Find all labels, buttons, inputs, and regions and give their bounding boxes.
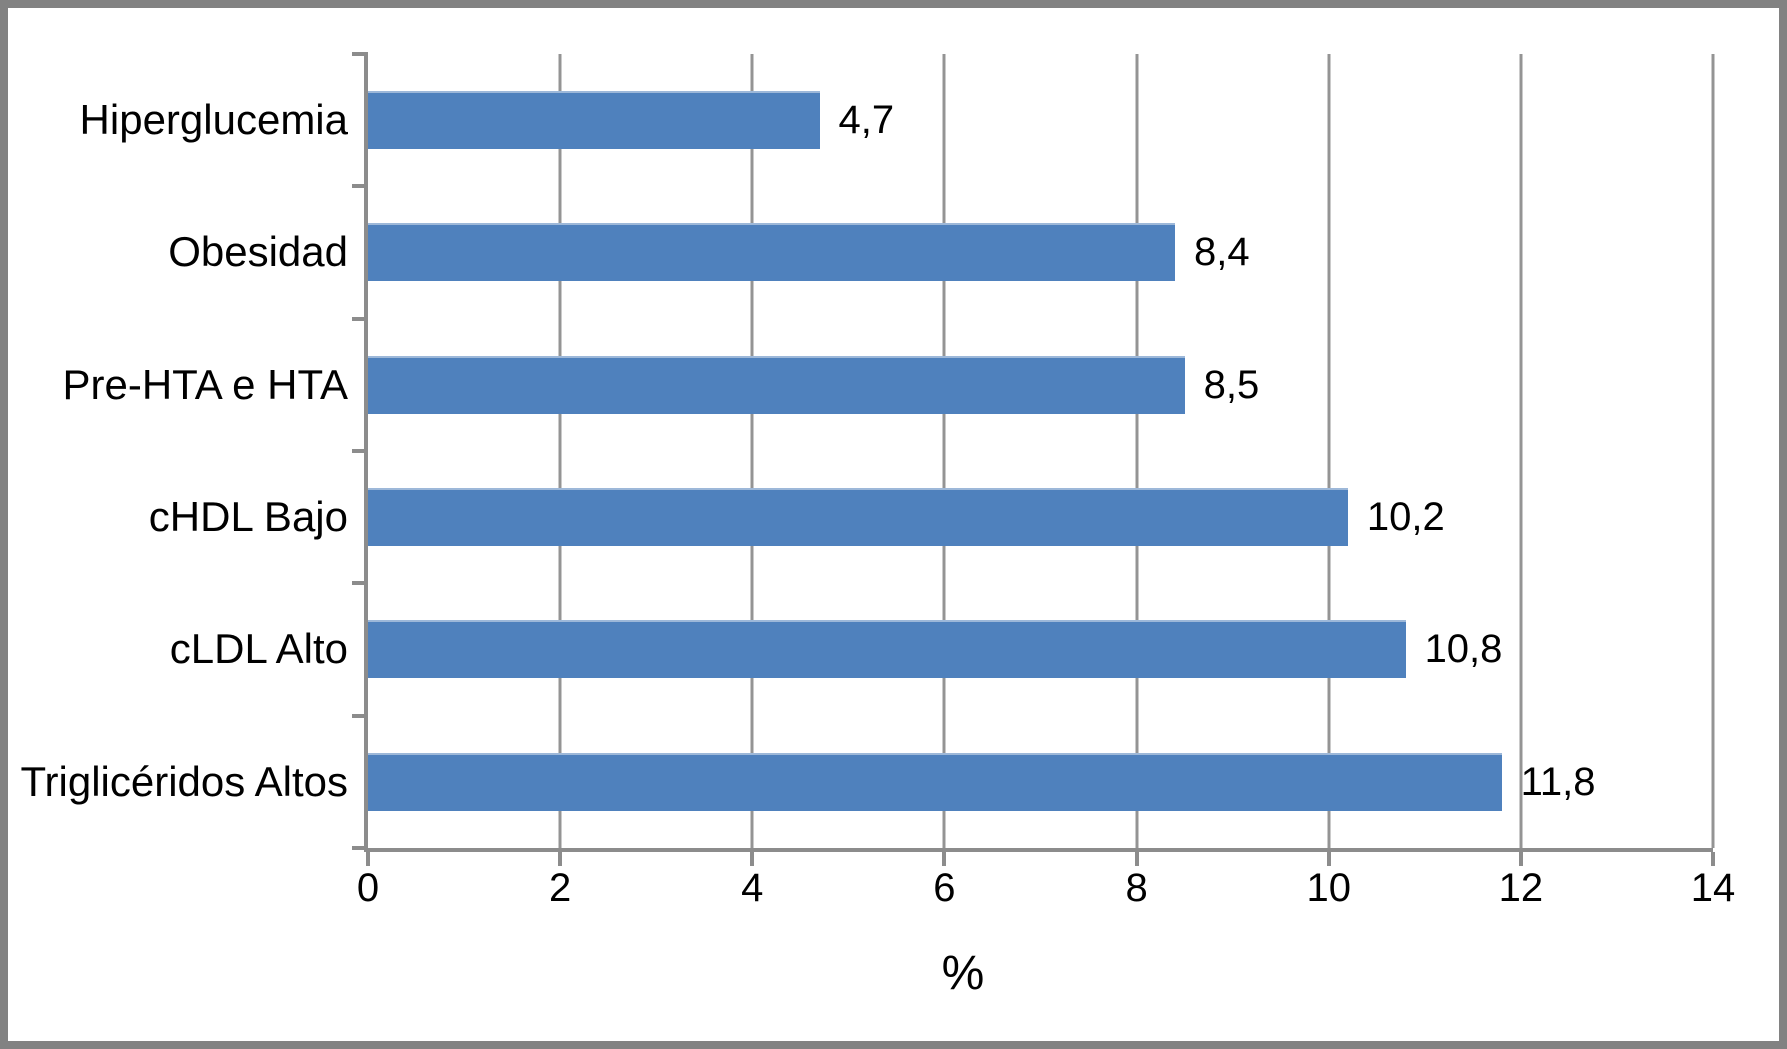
bar-rows: 4,7 8,4 8,5 10,2 10,8 11,8 (368, 54, 1713, 848)
gridline-8 (1135, 54, 1139, 848)
bar-value-label: 8,5 (1203, 362, 1260, 407)
bar-triglic-ridos-altos (368, 752, 1502, 811)
bar-row: 4,7 (368, 54, 1713, 186)
x-axis-tick-labels: 0 2 4 6 8 10 12 14 (357, 866, 1735, 916)
y-tick-mark (352, 316, 368, 321)
x-tick-mark (558, 852, 563, 866)
bar-row: 10,8 (368, 583, 1713, 715)
bar-row: 8,4 (368, 186, 1713, 318)
x-tick-mark (942, 852, 947, 866)
x-tick-label: 14 (1690, 866, 1736, 910)
gridline-12 (1519, 54, 1523, 848)
bar-row: 10,2 (368, 451, 1713, 583)
bar-row: 11,8 (368, 716, 1713, 848)
bar-row: 8,5 (368, 319, 1713, 451)
bar-obesidad (368, 223, 1175, 282)
x-axis-title: % (941, 947, 985, 1000)
y-tick-mark (352, 52, 368, 56)
category-label: Hiperglucemia (79, 96, 348, 144)
bar-value-label: 8,4 (1194, 230, 1250, 275)
x-tick-mark (750, 852, 755, 866)
x-tick-label: 12 (1498, 866, 1544, 910)
category-labels: Hiperglucemia Obesidad Pre-HTA e HTA cHDL B… (8, 54, 348, 848)
bar-hiperglucemia (368, 91, 820, 150)
bar-pre-hta-e-hta (368, 355, 1185, 414)
x-tick-label: 4 (741, 866, 764, 910)
x-tick-mark (1518, 852, 1523, 866)
gridline-10 (1327, 54, 1331, 848)
x-tick-label: 0 (356, 866, 380, 910)
x-tick-label: 2 (549, 866, 572, 910)
category-label: Obesidad (168, 228, 348, 276)
bar-value-label: 11,8 (1520, 759, 1596, 804)
bar-value-label: 4,7 (838, 98, 895, 143)
x-tick-mark (366, 852, 370, 866)
bar-cldl-alto (368, 620, 1406, 679)
category-label: Triglicéridos Altos (20, 757, 348, 805)
gridline-2 (558, 54, 562, 848)
category-label: cHDL Bajo (148, 493, 348, 541)
gridline-4 (750, 54, 754, 848)
gridline-6 (942, 54, 946, 848)
category-label: Pre-HTA e HTA (62, 360, 349, 408)
bar-value-label: 10,2 (1366, 495, 1445, 540)
y-tick-mark (352, 713, 368, 718)
category-label: cLDL Alto (169, 625, 348, 673)
x-tick-label: 10 (1306, 866, 1351, 910)
bar-value-label: 10,8 (1424, 627, 1503, 672)
x-tick-label: 8 (1125, 866, 1148, 910)
y-tick-mark (352, 449, 368, 453)
y-tick-mark (352, 581, 368, 586)
x-tick-mark (1134, 852, 1139, 866)
bar-chdl-bajo (368, 488, 1348, 547)
y-tick-mark (352, 184, 368, 189)
plot-area: 4,7 8,4 8,5 10,2 10,8 11,8 (352, 52, 1715, 866)
x-tick-mark (1326, 852, 1331, 866)
x-tick-label: 6 (933, 866, 956, 910)
x-tick-mark (1711, 852, 1715, 866)
gridline-14 (1711, 54, 1715, 848)
y-tick-mark (352, 846, 368, 850)
